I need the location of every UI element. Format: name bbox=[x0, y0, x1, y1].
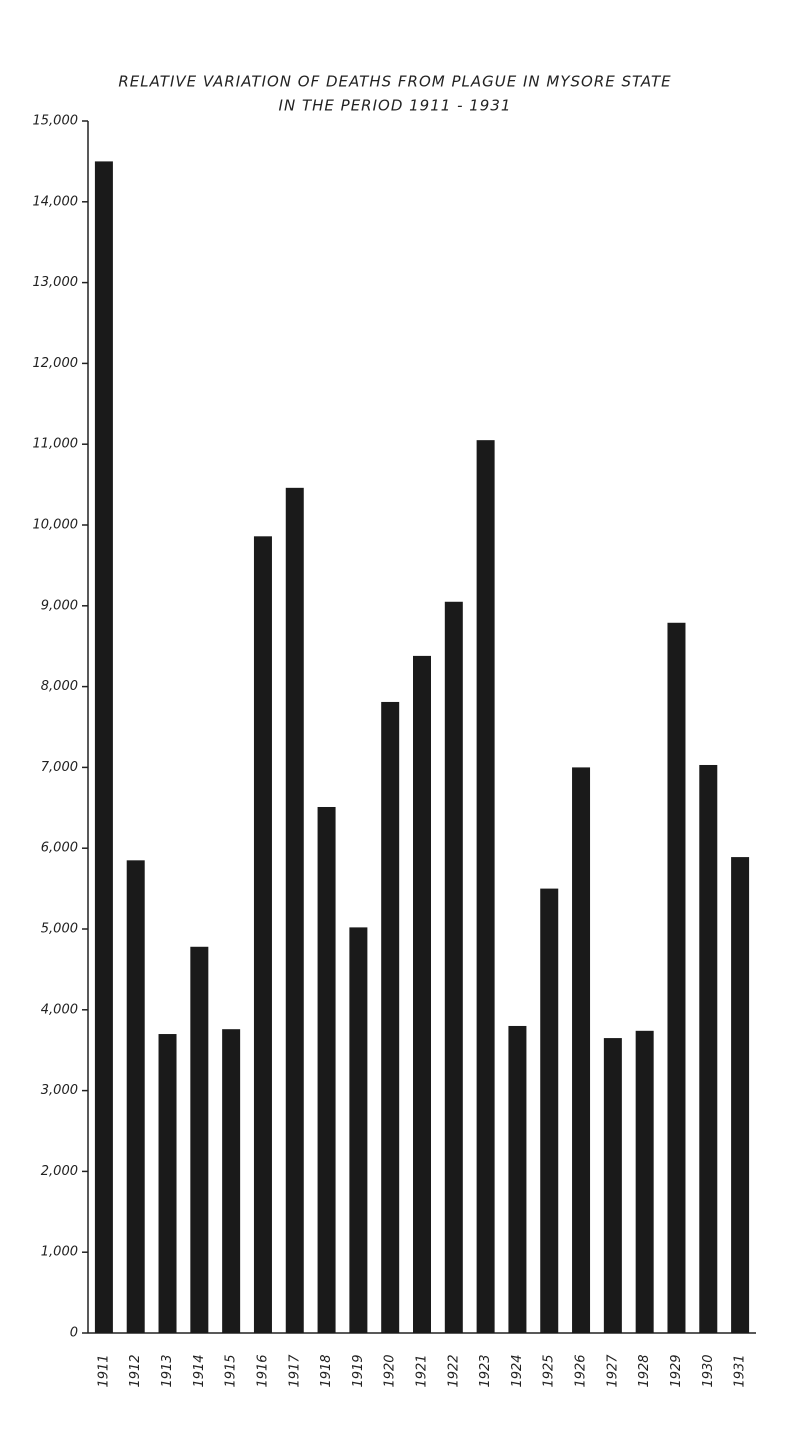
x-tick-label: 1913 bbox=[160, 1354, 175, 1387]
bar bbox=[158, 1034, 177, 1333]
x-tick-label: 1917 bbox=[287, 1354, 302, 1388]
x-tick-label: 1912 bbox=[128, 1354, 143, 1387]
y-tick-label: 1,000 bbox=[41, 1245, 78, 1260]
y-tick-label: 13,000 bbox=[33, 275, 79, 290]
bar bbox=[635, 1030, 654, 1333]
x-tick-label: 1921 bbox=[415, 1354, 430, 1387]
y-tick-label: 11,000 bbox=[33, 437, 79, 452]
bar bbox=[317, 806, 336, 1333]
x-tick-label: 1928 bbox=[637, 1354, 652, 1387]
y-tick-label: 5,000 bbox=[41, 922, 78, 937]
x-tick-label: 1920 bbox=[383, 1354, 398, 1387]
y-tick-label: 15,000 bbox=[33, 114, 79, 129]
x-tick-label: 1927 bbox=[605, 1354, 620, 1388]
x-tick-label: 1926 bbox=[574, 1354, 589, 1387]
y-tick-label: 6,000 bbox=[41, 841, 78, 856]
chart-subtitle: IN THE PERIOD 1911 - 1931 bbox=[279, 97, 512, 115]
y-tick-label: 10,000 bbox=[33, 518, 79, 533]
y-tick-label: 12,000 bbox=[33, 356, 79, 371]
bar bbox=[508, 1025, 527, 1333]
bar bbox=[667, 622, 686, 1333]
y-tick-label: 7,000 bbox=[41, 760, 78, 775]
y-tick-label: 9,000 bbox=[41, 598, 78, 613]
x-tick-label: 1911 bbox=[96, 1354, 111, 1387]
y-tick-label: 3,000 bbox=[41, 1083, 78, 1098]
x-tick-label: 1919 bbox=[351, 1354, 366, 1387]
bar bbox=[540, 888, 559, 1333]
bar bbox=[222, 1029, 241, 1333]
x-tick-label: 1914 bbox=[192, 1354, 207, 1387]
x-tick-label: 1918 bbox=[319, 1354, 334, 1387]
bar bbox=[413, 655, 431, 1333]
x-tick-label: 1922 bbox=[446, 1354, 461, 1387]
y-tick-label: 14,000 bbox=[33, 194, 79, 209]
bar bbox=[699, 764, 718, 1333]
bar bbox=[572, 767, 591, 1333]
bar bbox=[126, 860, 145, 1333]
x-tick-label: 1930 bbox=[701, 1354, 716, 1387]
bar bbox=[603, 1038, 622, 1333]
bar bbox=[381, 701, 400, 1333]
bar bbox=[190, 946, 209, 1333]
bar bbox=[285, 487, 304, 1333]
y-tick-label: 8,000 bbox=[41, 679, 78, 694]
bar bbox=[349, 927, 368, 1333]
x-tick-label: 1924 bbox=[510, 1354, 525, 1387]
y-tick-label: 4,000 bbox=[41, 1002, 78, 1017]
x-tick-label: 1929 bbox=[669, 1354, 684, 1387]
bar bbox=[94, 161, 113, 1333]
bar bbox=[253, 536, 272, 1333]
x-tick-label: 1923 bbox=[478, 1354, 493, 1387]
y-tick-label: 0 bbox=[70, 1326, 78, 1341]
bar bbox=[444, 601, 463, 1333]
x-tick-label: 1931 bbox=[733, 1354, 748, 1387]
chart-title: RELATIVE VARIATION OF DEATHS FROM PLAGUE… bbox=[118, 73, 671, 91]
bar bbox=[731, 857, 750, 1333]
x-tick-label: 1915 bbox=[224, 1354, 239, 1387]
x-tick-label: 1925 bbox=[542, 1354, 557, 1387]
x-tick-label: 1916 bbox=[255, 1354, 270, 1387]
y-tick-label: 2,000 bbox=[41, 1164, 78, 1179]
bar bbox=[476, 440, 495, 1333]
